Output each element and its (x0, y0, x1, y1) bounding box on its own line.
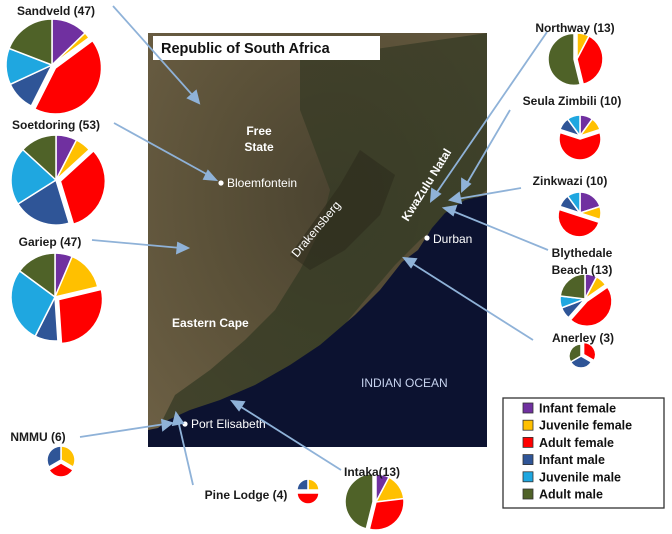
legend: Infant female Juvenile female Adult female… (502, 397, 665, 509)
legend-label-adult-female: Adult female (539, 436, 614, 450)
site-label-pine: Pine Lodge (4) (205, 488, 288, 502)
legend-swatch-infant-male (522, 454, 534, 466)
arrow-intaka (230, 399, 342, 471)
arrow-blythedale (441, 204, 549, 251)
arrow-seula (461, 109, 511, 193)
pie-slice-gariep-juvenile-female (53, 255, 99, 299)
legend-swatch-adult-female (522, 436, 534, 448)
pie-slice-zinkwazi-juvenile-female (577, 205, 602, 221)
pie-northway (547, 32, 604, 87)
map-title: Republic of South Africa (161, 41, 331, 57)
pie-slice-gariep-adult-male (18, 252, 56, 299)
pie-slice-soetdoring-adult-male (21, 134, 57, 182)
pie-slice-nmmu-adult-female (47, 462, 75, 478)
pie-slice-anerley-adult-female (582, 341, 597, 362)
arrow-pine-lodge (171, 410, 194, 486)
pie-slice-blythedale-adult-female (569, 286, 613, 327)
pie-slice-blythedale-juvenile-female (584, 275, 607, 300)
pie-slice-zinkwazi-juvenile-male (566, 191, 581, 216)
pie-slice-pine-juvenile-female (307, 478, 320, 491)
eastern-cape-label: Eastern Cape (172, 316, 249, 330)
pie-slice-soetdoring-adult-female (59, 149, 107, 226)
pie-slice-intaka-adult-male (344, 472, 374, 530)
ocean (148, 195, 487, 447)
legend-label-infant-male: Infant male (539, 453, 605, 467)
pie-slice-nmmu-juvenile-female (60, 445, 76, 469)
arrow-zinkwazi (448, 187, 522, 205)
pie-slice-intaka-adult-female (368, 497, 405, 531)
site-label-northway: Northway (13) (535, 21, 614, 35)
legend-label-adult-male: Adult male (539, 488, 603, 502)
pie-slice-sandveld-adult-male (8, 18, 53, 67)
pie-slice-sandveld-adult-female (33, 39, 103, 115)
pie-slice-soetdoring-juvenile-female (55, 138, 91, 181)
site-label-blythedale: Blythedale (552, 246, 613, 260)
durban-dot (424, 235, 430, 241)
legend-label-infant-female: Infant female (539, 402, 616, 416)
pie-slice-seula-juvenile-male (566, 114, 581, 139)
port-elisabeth-label: Port Elisabeth (191, 417, 266, 431)
pie-slice-blythedale-adult-male (559, 273, 586, 300)
pie-slice-northway-adult-female (576, 34, 604, 86)
site-label-nmmu: NMMU (6) (10, 430, 65, 444)
site-label-sandveld: Sandveld (47) (17, 4, 95, 18)
arrow-sandveld (112, 5, 201, 105)
legend-swatch-juvenile-male (522, 471, 534, 483)
arrow-soetdoring (113, 122, 219, 182)
site-label-anerley: Anerley (3) (552, 331, 614, 345)
map-title-box (153, 36, 380, 60)
pie-slice-gariep-juvenile-male (10, 269, 56, 338)
pie-blythedale (559, 273, 613, 327)
arrow-gariep (91, 239, 191, 255)
pie-sandveld (5, 18, 103, 115)
pie-slice-seula-juvenile-female (578, 117, 601, 138)
pie-slice-soetdoring-juvenile-male (10, 148, 58, 206)
durban-label: Durban (433, 232, 472, 246)
pie-slice-pine-infant-male (296, 478, 309, 491)
indian-ocean-label: INDIAN OCEAN (361, 376, 448, 390)
pie-soetdoring (10, 134, 107, 226)
pie-anerley (568, 341, 597, 369)
legend-label-juvenile-female: Juvenile female (539, 419, 632, 433)
pie-slice-gariep-adult-female (57, 288, 104, 345)
site-label-seula: Seula Zimbili (10) (523, 94, 622, 108)
pie-slice-zinkwazi-adult-female (557, 208, 600, 238)
site-label-intaka: Intaka(13) (344, 465, 400, 479)
site-label-zinkwazi: Zinkwazi (10) (533, 174, 608, 188)
arrows (79, 5, 549, 486)
arrow-anerley (402, 256, 534, 341)
pie-slice-soetdoring-infant-male (16, 178, 71, 226)
legend-swatch-juvenile-female (522, 419, 534, 431)
satellite-map: Republic of South Africa Free State Bloe… (148, 33, 487, 447)
site-label-blythedale-line2: Beach (13) (552, 263, 613, 277)
pie-zinkwazi (557, 191, 602, 238)
bloemfontein-dot (218, 180, 224, 186)
legend-swatch-infant-female (522, 402, 534, 414)
site-label-soetdoring: Soetdoring (53) (12, 118, 100, 132)
pie-pine (296, 478, 320, 505)
pie-seula (558, 114, 602, 161)
free-state-label-line1: Free (246, 124, 272, 138)
arrow-northway (429, 31, 548, 203)
pie-gariep (10, 252, 104, 345)
pie-slice-anerley-adult-male (568, 343, 582, 364)
site-label-gariep: Gariep (47) (19, 235, 82, 249)
pie-intaka (344, 472, 405, 531)
legend-swatch-adult-male (522, 488, 534, 500)
pie-nmmu (46, 445, 76, 478)
arrow-nmmu (79, 418, 174, 438)
drakensberg-ridge (290, 150, 395, 270)
pie-slice-seula-adult-female (558, 131, 602, 161)
site-labels: Sandveld (47) Soetdoring (53) Gariep (47) N… (10, 4, 621, 502)
pie-slice-northway-adult-male (547, 32, 582, 87)
pie-slice-sandveld-juvenile-female (51, 31, 91, 66)
pie-slice-pine-adult-female (296, 492, 320, 505)
pie-charts (5, 18, 613, 531)
free-state-label-line2: State (244, 140, 274, 154)
bloemfontein-label: Bloemfontein (227, 176, 297, 190)
pie-slice-nmmu-infant-male (46, 445, 62, 469)
legend-label-juvenile-male: Juvenile male (539, 470, 621, 484)
